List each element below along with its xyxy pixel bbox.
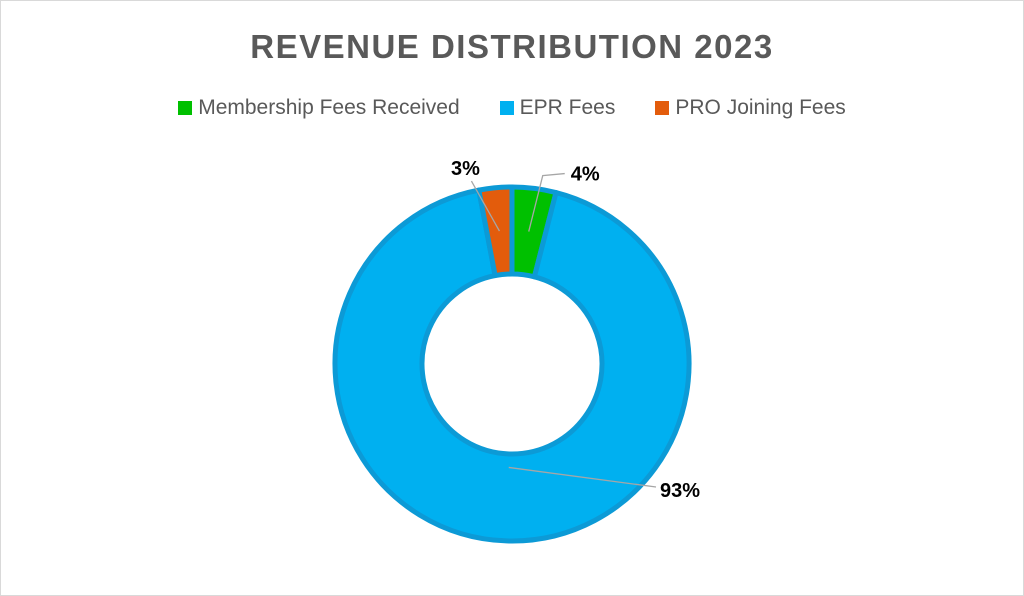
chart-title: REVENUE DISTRIBUTION 2023 xyxy=(250,28,774,65)
data-label-membership-fees: 4% xyxy=(571,164,600,186)
legend-label-membership-fees: Membership Fees Received xyxy=(198,96,460,119)
legend-item-epr-fees: EPR Fees xyxy=(499,96,616,120)
legend-item-membership-fees: Membership Fees Received xyxy=(178,96,460,120)
legend-label-epr-fees: EPR Fees xyxy=(519,96,616,119)
data-label-pro-joining-fees: 3% xyxy=(451,158,480,180)
leader-line-epr-fees xyxy=(508,466,657,488)
legend-item-pro-joining-fees: PRO Joining Fees xyxy=(655,96,846,120)
legend: Membership Fees Received EPR Fees PRO Jo… xyxy=(0,96,1024,120)
data-label-epr-fees: 93% xyxy=(660,480,700,502)
legend-swatch-epr-fees xyxy=(499,101,514,115)
leader-line-membership-fees xyxy=(528,172,565,232)
legend-label-pro-joining-fees: PRO Joining Fees xyxy=(675,96,846,119)
slice-epr-fees xyxy=(332,187,692,544)
legend-swatch-membership-fees xyxy=(178,101,193,115)
leader-line-pro-joining-fees xyxy=(470,180,501,232)
legend-swatch-pro-joining-fees xyxy=(655,101,670,115)
